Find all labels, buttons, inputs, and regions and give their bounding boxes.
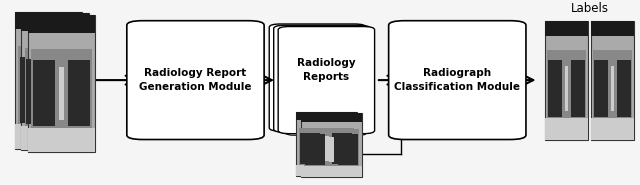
FancyBboxPatch shape — [388, 21, 526, 139]
FancyBboxPatch shape — [28, 128, 95, 152]
FancyBboxPatch shape — [278, 119, 357, 133]
FancyBboxPatch shape — [329, 137, 334, 162]
Text: Labels: Labels — [570, 2, 609, 15]
FancyBboxPatch shape — [46, 63, 51, 116]
FancyBboxPatch shape — [547, 50, 586, 122]
FancyBboxPatch shape — [15, 11, 82, 29]
FancyBboxPatch shape — [301, 166, 362, 177]
FancyBboxPatch shape — [59, 67, 64, 120]
FancyBboxPatch shape — [545, 118, 588, 139]
FancyBboxPatch shape — [274, 25, 370, 132]
FancyBboxPatch shape — [61, 59, 84, 125]
FancyBboxPatch shape — [304, 129, 359, 168]
FancyBboxPatch shape — [301, 113, 362, 122]
FancyBboxPatch shape — [269, 24, 365, 131]
FancyBboxPatch shape — [296, 112, 356, 120]
FancyBboxPatch shape — [617, 60, 631, 117]
Text: Radiology Report
Generation Module: Radiology Report Generation Module — [140, 68, 252, 92]
FancyBboxPatch shape — [305, 134, 325, 165]
FancyBboxPatch shape — [28, 15, 95, 152]
FancyBboxPatch shape — [20, 57, 42, 123]
FancyBboxPatch shape — [591, 118, 634, 139]
FancyBboxPatch shape — [301, 113, 362, 177]
FancyBboxPatch shape — [68, 60, 90, 126]
FancyBboxPatch shape — [22, 126, 88, 150]
FancyBboxPatch shape — [571, 60, 585, 117]
FancyBboxPatch shape — [28, 15, 95, 33]
FancyBboxPatch shape — [33, 60, 54, 126]
FancyBboxPatch shape — [594, 60, 608, 117]
FancyBboxPatch shape — [127, 21, 264, 139]
FancyBboxPatch shape — [55, 57, 77, 123]
Polygon shape — [317, 130, 330, 149]
FancyBboxPatch shape — [22, 13, 88, 150]
FancyBboxPatch shape — [545, 21, 588, 36]
Text: Radiology
Reports: Radiology Reports — [297, 58, 356, 82]
FancyBboxPatch shape — [300, 133, 320, 164]
FancyBboxPatch shape — [591, 21, 634, 139]
FancyBboxPatch shape — [296, 112, 356, 176]
FancyBboxPatch shape — [299, 128, 354, 166]
FancyBboxPatch shape — [548, 60, 562, 117]
FancyBboxPatch shape — [296, 165, 356, 176]
FancyBboxPatch shape — [19, 46, 79, 128]
FancyBboxPatch shape — [337, 134, 358, 165]
FancyBboxPatch shape — [593, 50, 632, 122]
FancyBboxPatch shape — [332, 133, 353, 164]
FancyBboxPatch shape — [282, 120, 362, 134]
FancyBboxPatch shape — [278, 26, 374, 134]
FancyBboxPatch shape — [22, 13, 88, 31]
FancyBboxPatch shape — [611, 66, 614, 111]
FancyBboxPatch shape — [52, 65, 58, 118]
FancyBboxPatch shape — [15, 124, 82, 149]
FancyBboxPatch shape — [287, 122, 366, 135]
FancyBboxPatch shape — [545, 21, 588, 139]
Text: Radiograph
Classification Module: Radiograph Classification Module — [394, 68, 520, 92]
FancyBboxPatch shape — [324, 136, 329, 161]
FancyBboxPatch shape — [31, 49, 92, 132]
FancyBboxPatch shape — [564, 66, 568, 111]
FancyBboxPatch shape — [25, 48, 85, 130]
FancyBboxPatch shape — [15, 11, 82, 149]
FancyBboxPatch shape — [591, 21, 634, 36]
FancyBboxPatch shape — [26, 59, 48, 125]
